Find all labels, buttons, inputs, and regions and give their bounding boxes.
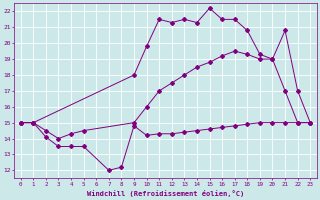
X-axis label: Windchill (Refroidissement éolien,°C): Windchill (Refroidissement éolien,°C): [87, 190, 244, 197]
